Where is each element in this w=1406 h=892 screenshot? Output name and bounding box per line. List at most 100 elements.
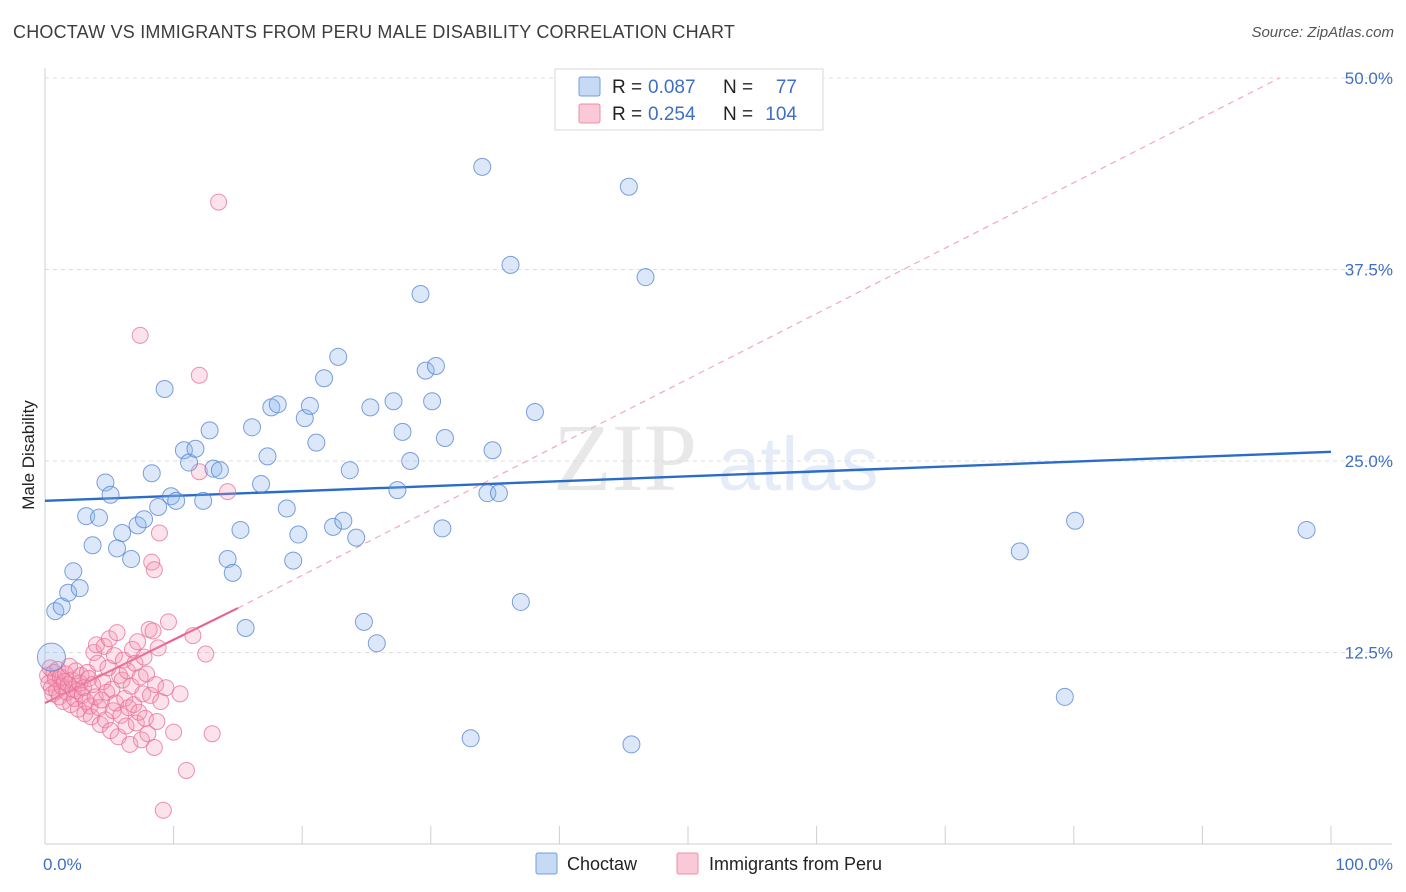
legend-r-label-2: R =	[612, 104, 642, 125]
peru-point	[145, 561, 163, 579]
choctaw-point	[204, 459, 223, 478]
x-tick-label-min: 0.0%	[43, 855, 82, 874]
y-tick-labels: 12.5% 25.0% 37.5% 50.0%	[1345, 69, 1393, 663]
choctaw-points	[36, 157, 1316, 754]
bottom-legend-peru: Immigrants from Peru	[709, 854, 882, 874]
correlation-legend: R = 0.087 N = 77 R = 0.254 N = 104	[554, 68, 824, 131]
peru-point	[132, 731, 150, 749]
peru-trend-line	[44, 607, 239, 705]
legend-n-label-2: N =	[723, 104, 753, 125]
legend-swatch-choctaw	[578, 76, 601, 97]
choctaw-point	[501, 255, 520, 274]
choctaw-point	[489, 484, 508, 503]
x-tick-label-max: 100.0%	[1335, 855, 1393, 874]
choctaw-point	[307, 433, 326, 452]
choctaw-point	[525, 402, 544, 421]
gridlines	[45, 77, 1392, 653]
watermark-zip: ZIP	[553, 404, 697, 511]
peru-point	[144, 622, 162, 640]
peru-point	[203, 725, 221, 743]
choctaw-point	[416, 361, 435, 380]
y-tick-label: 37.5%	[1345, 261, 1393, 280]
choctaw-point	[393, 422, 412, 441]
y-tick-label: 25.0%	[1345, 452, 1393, 471]
peru-point	[129, 633, 147, 651]
choctaw-point	[149, 497, 168, 516]
peru-point	[149, 639, 167, 657]
choctaw-point	[324, 517, 343, 536]
choctaw-point	[433, 519, 452, 538]
choctaw-point	[619, 177, 638, 196]
peru-point	[157, 679, 175, 697]
choctaw-point	[194, 491, 213, 510]
peru-point	[141, 686, 159, 704]
choctaw-point	[435, 429, 454, 448]
peru-point	[89, 654, 107, 672]
peru-point	[165, 723, 183, 741]
choctaw-point	[64, 562, 83, 581]
legend-r-value-1: 0.087	[648, 77, 696, 98]
peru-trend	[44, 77, 1280, 705]
peru-point	[113, 671, 131, 689]
peru-point	[159, 613, 177, 631]
bottom-legend-choctaw: Choctaw	[567, 854, 638, 874]
peru-point	[197, 645, 215, 663]
choctaw-point	[361, 398, 380, 417]
choctaw-point	[329, 347, 348, 366]
choctaw-point	[142, 464, 161, 483]
choctaw-point	[367, 634, 386, 653]
choctaw-point	[167, 491, 186, 510]
choctaw-point	[252, 474, 271, 493]
choctaw-point	[186, 439, 205, 458]
peru-point	[127, 714, 145, 732]
choctaw-point	[122, 550, 141, 569]
choctaw-point	[243, 418, 262, 437]
legend-n-value-2: 104	[765, 104, 797, 125]
choctaw-point	[268, 395, 287, 414]
peru-point	[139, 725, 157, 743]
y-tick-label: 50.0%	[1345, 69, 1393, 88]
choctaw-point	[1010, 542, 1029, 561]
peru-point	[171, 685, 189, 703]
peru-point	[184, 627, 202, 645]
choctaw-point	[461, 729, 480, 748]
peru-point	[135, 648, 153, 666]
choctaw-point	[315, 369, 334, 388]
peru-point	[154, 801, 172, 819]
choctaw-point	[113, 524, 132, 543]
chart-title: CHOCTAW VS IMMIGRANTS FROM PERU MALE DIS…	[13, 22, 736, 42]
bottom-legend-swatch-peru	[676, 852, 699, 875]
peru-point	[147, 676, 165, 694]
choctaw-point	[200, 421, 219, 440]
legend-r-label-1: R =	[612, 77, 642, 98]
peru-point	[145, 738, 163, 756]
peru-point	[117, 717, 135, 735]
choctaw-point	[236, 618, 255, 637]
peru-point	[120, 699, 138, 717]
choctaw-point	[108, 539, 127, 558]
peru-point	[130, 703, 148, 721]
peru-point	[177, 761, 195, 779]
choctaw-point	[223, 563, 242, 582]
legend-r-value-2: 0.254	[648, 104, 696, 125]
choctaw-point	[423, 392, 442, 411]
choctaw-point	[388, 481, 407, 500]
watermark: ZIP atlas	[553, 404, 879, 511]
choctaw-point	[401, 452, 420, 470]
peru-point	[131, 326, 149, 344]
choctaw-point	[384, 392, 403, 411]
peru-points	[39, 193, 237, 819]
peru-point	[108, 624, 126, 642]
choctaw-point	[218, 550, 237, 569]
choctaw-point	[77, 507, 96, 526]
choctaw-point	[1055, 687, 1074, 706]
choctaw-point	[334, 511, 353, 530]
choctaw-point	[511, 592, 530, 611]
choctaw-point	[231, 520, 250, 539]
choctaw-point	[340, 461, 359, 480]
y-axis-title: Male Disability	[19, 400, 38, 510]
peru-point	[150, 524, 168, 542]
choctaw-point	[46, 602, 65, 621]
watermark-atlas: atlas	[718, 422, 879, 507]
